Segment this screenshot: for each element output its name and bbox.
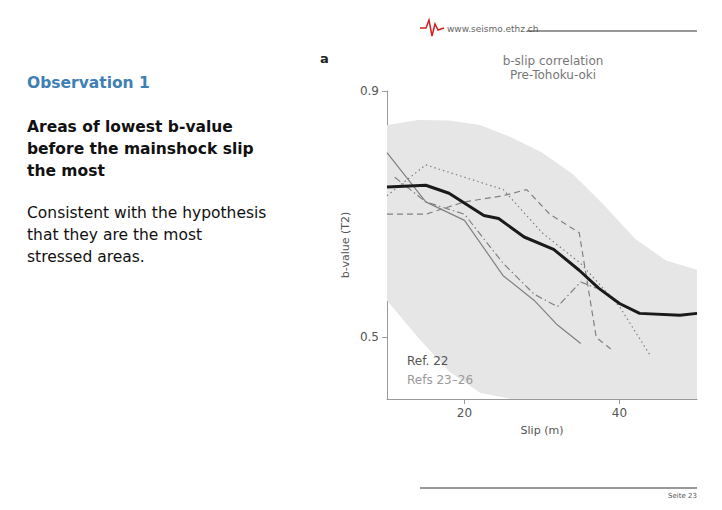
svg-text:Refs 23–26: Refs 23–26: [407, 373, 473, 387]
svg-text:Seite 23: Seite 23: [668, 492, 697, 500]
svg-text:a: a: [320, 51, 329, 66]
svg-text:Pre-Tohoku-oki: Pre-Tohoku-oki: [510, 68, 596, 82]
svg-text:Slip (m): Slip (m): [521, 424, 564, 437]
html-text:stressed areas.: stressed areas.: [27, 248, 145, 266]
svg-text:0.5: 0.5: [360, 330, 379, 344]
svg-text:Ref. 22: Ref. 22: [407, 354, 448, 368]
html-text:Areas of lowest b-value: Areas of lowest b-value: [27, 118, 233, 136]
svg-text:b-value (T2): b-value (T2): [339, 212, 352, 279]
svg-text:www.seismo.ethz.ch: www.seismo.ethz.ch: [447, 24, 539, 34]
html-text:Consistent with the hypothesis: Consistent with the hypothesis: [27, 204, 267, 222]
svg-text:0.9: 0.9: [360, 84, 379, 98]
svg-text:40: 40: [612, 406, 627, 420]
html-text:the most: the most: [27, 162, 105, 180]
html-text:before the mainshock slip: before the mainshock slip: [27, 140, 254, 158]
svg-text:20: 20: [457, 406, 472, 420]
html-text:that they are the most: that they are the most: [27, 226, 202, 244]
svg-text:b-slip correlation: b-slip correlation: [503, 54, 604, 68]
html-text:Observation 1: Observation 1: [27, 74, 150, 92]
